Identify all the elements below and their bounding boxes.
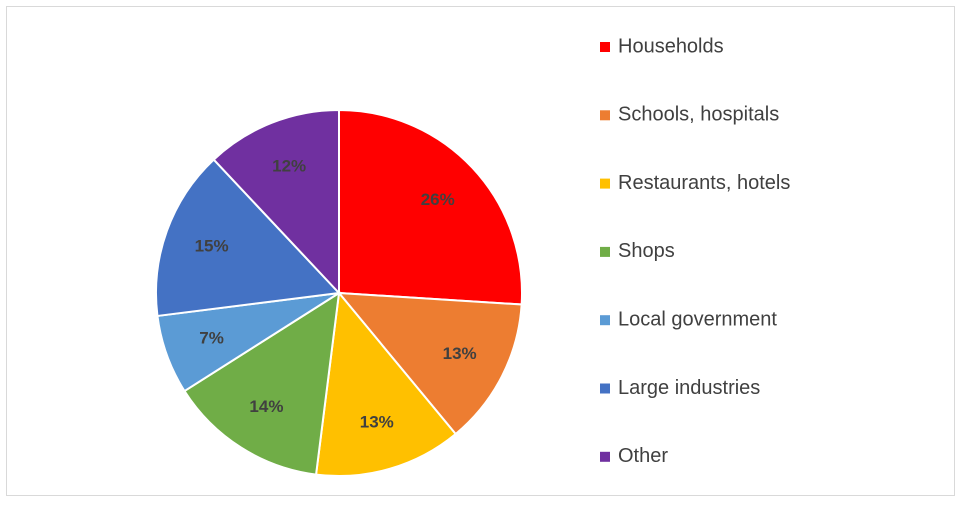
legend-swatch [600,315,610,326]
pie-slice [336,291,523,436]
pie-slice [183,291,341,476]
legend-label: Large industries [618,377,760,399]
data-label: 26% [421,190,455,209]
data-label: 12% [272,157,306,176]
data-label: 14% [249,397,283,416]
legend-label: Local government [618,308,777,330]
pie-slice [314,290,458,477]
pie-slice [338,108,523,306]
pie-slice [155,158,342,318]
legend-swatch [600,110,610,121]
legend-swatch [600,246,610,257]
legend-label: Restaurants, hotels [618,172,790,194]
pie-slice [212,108,340,296]
legend-swatch [600,178,610,189]
legend-label: Households [618,35,724,57]
legend-swatch [600,383,610,394]
legend-swatch [600,451,610,462]
legend-label: Shops [618,240,675,262]
data-label: 13% [443,344,477,363]
data-label: 7% [199,328,224,347]
legend-swatch [600,42,610,52]
legend-label: Other [618,445,668,467]
data-label: 13% [360,413,394,432]
legend-label: Schools, hospitals [618,104,779,126]
data-label: 15% [195,237,229,256]
